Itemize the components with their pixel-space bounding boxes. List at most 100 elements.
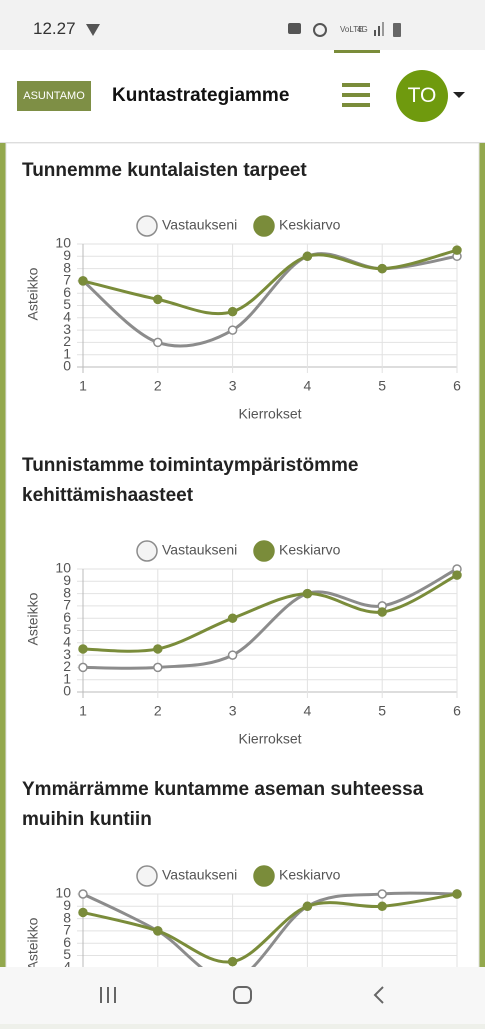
data-point <box>78 662 88 673</box>
decor <box>475 140 485 970</box>
legend-label: Keskiarvo <box>279 867 341 883</box>
data-point <box>78 889 88 899</box>
time: 12.27 <box>33 19 76 38</box>
data-point <box>153 644 163 654</box>
y-tick-label: 1 <box>63 345 71 361</box>
y-tick-label: 9 <box>63 572 71 588</box>
x-tick-label: 3 <box>229 378 237 394</box>
status-bar: 12.27 VoLTE 4G <box>0 0 485 50</box>
x-tick-label: 5 <box>378 703 386 719</box>
x-tick-label: 4 <box>304 703 312 719</box>
legend-label: Vastaukseni <box>162 217 237 233</box>
y-tick-label: 4 <box>63 309 71 325</box>
data-point <box>377 901 387 912</box>
y-tick-label: 7 <box>63 272 71 288</box>
data-point <box>377 889 387 899</box>
data-point <box>227 650 238 660</box>
avatar[interactable]: TO <box>396 70 448 122</box>
y-tick-label: 5 <box>63 296 71 312</box>
y-tick-label: 9 <box>63 247 71 263</box>
header: ASUNTAMO Kuntastrategiamme TO <box>0 50 485 143</box>
x-axis-label: Kierrokset <box>238 406 301 422</box>
data-point <box>227 956 238 967</box>
y-tick-label: 6 <box>63 934 71 950</box>
avatar-caret[interactable] <box>453 92 467 102</box>
legend-marker <box>253 215 275 237</box>
y-axis-label: Asteikko <box>25 917 41 970</box>
x-tick-label: 1 <box>79 378 87 394</box>
x-tick-label: 6 <box>453 703 461 719</box>
legend-marker <box>253 865 275 887</box>
y-tick-label: 5 <box>63 946 71 962</box>
data-point <box>227 613 238 623</box>
y-tick-label: 10 <box>55 885 71 901</box>
data-point <box>153 926 163 936</box>
data-point <box>153 662 163 673</box>
y-tick-label: 8 <box>63 259 71 275</box>
y-tick-label: 4 <box>63 634 71 650</box>
legend-marker <box>136 865 158 887</box>
data-point <box>302 901 313 912</box>
x-axis-label: Kierrokset <box>238 731 301 747</box>
x-tick-label: 2 <box>154 378 162 394</box>
y-tick-label: 5 <box>63 621 71 637</box>
y-tick-label: 8 <box>63 909 71 925</box>
y-tick-label: 6 <box>63 284 71 300</box>
chart-title: Ymmärrämme kuntamme aseman suhteessa mui… <box>22 779 424 830</box>
x-tick-label: 1 <box>79 703 87 719</box>
data-point <box>78 276 88 286</box>
x-tick-label: 3 <box>229 703 237 719</box>
y-tick-label: 6 <box>63 609 71 625</box>
data-point <box>153 294 163 305</box>
legend-marker <box>136 215 158 237</box>
legend-label: Keskiarvo <box>279 217 341 233</box>
y-tick-label: 2 <box>63 658 71 674</box>
data-point <box>377 263 387 274</box>
data-point <box>302 588 313 599</box>
y-tick-label: 0 <box>63 683 71 699</box>
legend-marker <box>136 540 158 562</box>
logo[interactable]: ASUNTAMO <box>17 81 91 111</box>
menu-button[interactable] <box>342 83 372 109</box>
x-tick-label: 4 <box>304 378 312 394</box>
status-icons: VoLTE 4G <box>86 22 401 37</box>
y-tick-label: 10 <box>55 235 71 251</box>
data-point <box>302 251 313 262</box>
page-title: Kuntastrategiamme <box>112 85 290 106</box>
y-tick-label: 3 <box>63 646 71 662</box>
svg-text:VoLTE: VoLTE <box>340 25 363 34</box>
y-tick-label: 7 <box>63 922 71 938</box>
data-point <box>452 889 462 899</box>
y-tick-label: 4 <box>63 959 71 975</box>
data-point <box>78 907 88 918</box>
y-tick-label: 3 <box>63 321 71 337</box>
y-tick-label: 10 <box>55 560 71 576</box>
y-axis-label: Asteikko <box>25 267 41 320</box>
y-tick-label: 0 <box>63 358 71 374</box>
chart-title: Tunnistamme toimintaympäristömme kehittä… <box>22 455 359 506</box>
x-tick-label: 6 <box>453 378 461 394</box>
x-tick-label: 5 <box>378 378 386 394</box>
nav-bar <box>0 967 485 1024</box>
data-point <box>227 306 238 317</box>
y-tick-label: 1 <box>63 670 71 686</box>
y-tick-label: 9 <box>63 897 71 913</box>
legend-label: Vastaukseni <box>162 542 237 558</box>
y-tick-label: 7 <box>63 597 71 613</box>
data-point <box>452 570 462 580</box>
legend-marker <box>253 540 275 562</box>
chart-title: Tunnemme kuntalaisten tarpeet <box>22 160 307 181</box>
data-point <box>227 325 238 335</box>
svg-text:4G: 4G <box>357 25 368 34</box>
decor <box>0 140 10 970</box>
legend-label: Keskiarvo <box>279 542 341 558</box>
data-point <box>452 245 462 255</box>
y-axis-label: Asteikko <box>25 592 41 645</box>
x-tick-label: 2 <box>154 703 162 719</box>
tab-indicator <box>334 50 380 53</box>
y-tick-label: 2 <box>63 333 71 349</box>
data-point <box>377 607 387 617</box>
y-tick-label: 8 <box>63 584 71 600</box>
